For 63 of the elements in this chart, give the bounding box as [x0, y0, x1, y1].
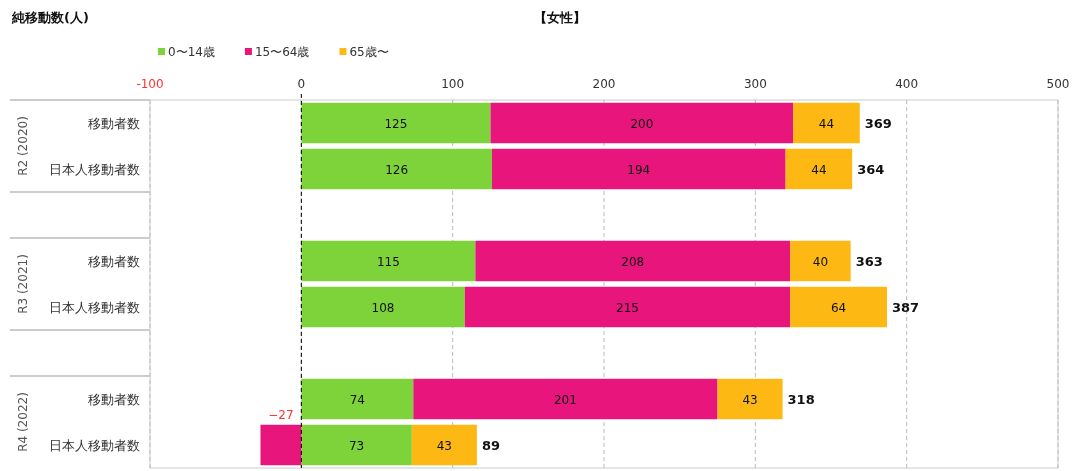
bar [301, 286, 465, 328]
bar [464, 286, 791, 328]
y-tick-label: 日本人移動者数 [49, 300, 140, 315]
x-tick-label: 500 [1046, 77, 1070, 91]
data-label: 40 [812, 255, 829, 269]
bar [260, 424, 302, 466]
text: R3 (2021) [16, 254, 30, 314]
total-label: 387 [891, 300, 920, 315]
bar [301, 102, 491, 144]
text: R2 (2020) [16, 116, 30, 176]
data-label: 208 [621, 255, 645, 269]
data-label: 126 [385, 163, 409, 177]
y-tick-label: 日本人移動者数 [49, 162, 140, 177]
total-label: 318 [787, 392, 815, 407]
bar [717, 378, 783, 420]
total-label: 363 [855, 254, 883, 269]
bar [492, 148, 786, 190]
bar [301, 378, 414, 420]
bar [475, 240, 791, 282]
bar [490, 102, 794, 144]
x-tick-label: 400 [895, 77, 919, 91]
y-tick-label: 移動者数 [88, 116, 140, 131]
bar [790, 286, 887, 328]
total-label: 89 [481, 438, 500, 453]
data-label: 115 [376, 255, 400, 269]
data-label: 43 [436, 439, 452, 453]
total-label: 369 [864, 116, 892, 131]
bar [413, 378, 718, 420]
x-tick-label: -100 [136, 77, 164, 91]
text: R4 (2022) [16, 392, 30, 452]
bar [301, 148, 493, 190]
data-label: 44 [818, 117, 835, 131]
legend-label: 15〜64歳 [254, 45, 310, 59]
x-tick-label: 100 [441, 77, 465, 91]
bar [790, 240, 851, 282]
data-label: −27 [268, 407, 294, 422]
y-tick-label: 移動者数 [88, 392, 140, 407]
data-label: 201 [553, 393, 577, 407]
data-label: 215 [616, 301, 639, 315]
data-label: 125 [384, 117, 408, 131]
bar [411, 424, 477, 466]
x-axis-title: 純移動数(人) [11, 10, 89, 25]
data-label: 73 [348, 439, 365, 453]
chart-title: 【女性】 [534, 10, 586, 25]
legend-label: 0〜14歳 [168, 45, 215, 59]
data-label: 74 [349, 393, 365, 407]
y-tick-label: 日本人移動者数 [49, 438, 140, 453]
data-label: 43 [742, 393, 758, 407]
x-tick-label: 200 [592, 77, 616, 91]
data-label: 44 [811, 163, 827, 177]
data-label: 200 [630, 117, 654, 131]
bar [793, 102, 860, 144]
total-label: 364 [857, 162, 885, 177]
bar [301, 240, 476, 282]
data-label: 194 [627, 163, 651, 177]
x-tick-label: 300 [743, 77, 767, 91]
bar [301, 424, 412, 466]
legend-label: 65歳〜 [349, 45, 389, 59]
y-tick-label: 移動者数 [88, 254, 140, 269]
data-label: 64 [830, 301, 847, 315]
data-label: 108 [371, 301, 395, 315]
bar [785, 148, 853, 190]
x-tick-label: 0 [297, 77, 306, 91]
